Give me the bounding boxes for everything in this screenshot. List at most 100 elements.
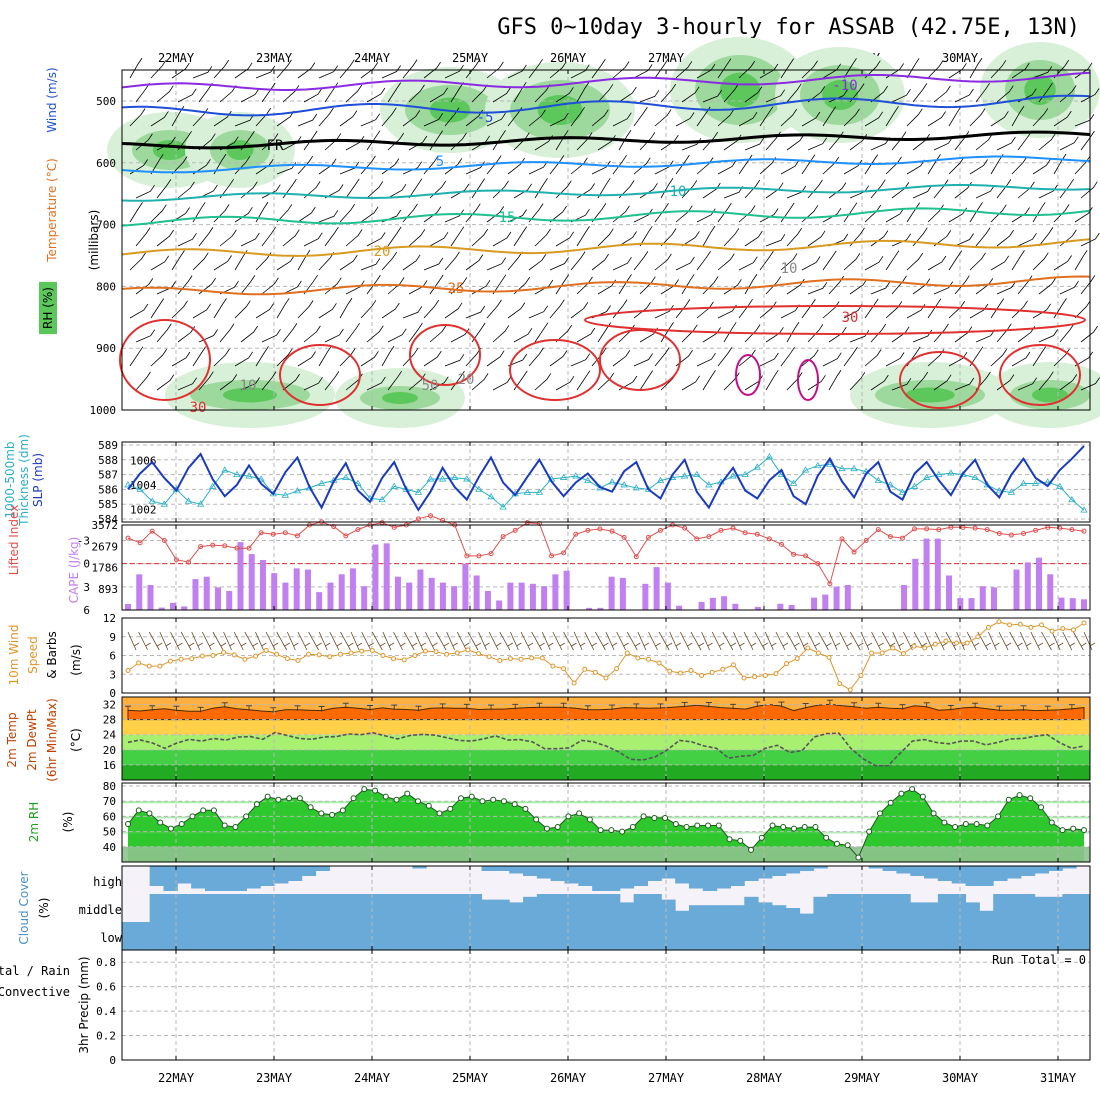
wind-barb bbox=[702, 370, 716, 391]
wind-barb bbox=[744, 273, 758, 295]
lifted-index-point bbox=[355, 527, 361, 533]
wind-axis-label: (m/s) bbox=[69, 644, 83, 675]
cape-bar bbox=[181, 606, 188, 610]
rh-tick-label: 60 bbox=[103, 810, 116, 823]
wind-barb bbox=[361, 631, 374, 651]
wind-barb bbox=[534, 322, 549, 343]
wind-barb bbox=[129, 346, 144, 367]
wind-speed-point bbox=[231, 652, 237, 658]
wind-barb bbox=[744, 324, 761, 343]
high-cloud-bar bbox=[924, 866, 939, 879]
wind-barb bbox=[822, 352, 842, 367]
wind-barb bbox=[849, 278, 868, 295]
thickness-point bbox=[124, 481, 132, 488]
rh-shading-high bbox=[1032, 387, 1068, 403]
cape-bar bbox=[811, 597, 818, 610]
precip-tick-label: 0 bbox=[109, 1054, 116, 1067]
wind-barb bbox=[234, 300, 251, 319]
thickness-slp-panel: 5895885875865855841006100410021000-500mb… bbox=[3, 434, 1090, 527]
thickness-tick-label: 589 bbox=[98, 439, 118, 452]
wind-barb bbox=[969, 57, 983, 79]
wind-barb bbox=[912, 185, 932, 199]
cape-tick-label: 3572 bbox=[92, 519, 119, 532]
middle-cloud-bar bbox=[1062, 894, 1077, 922]
wind-barb bbox=[1059, 229, 1077, 247]
wind-barb bbox=[801, 205, 819, 223]
middle-cloud-bar bbox=[1048, 896, 1063, 922]
low-cloud-bar bbox=[495, 922, 510, 950]
precipitation-panel: 0.8 0.6 0.4 0.2 0 Run Total = 0 Total / Rain Co… bbox=[0, 950, 1090, 1067]
wind-barb bbox=[660, 322, 674, 343]
wind-barb bbox=[129, 108, 146, 127]
temp-contour-30 bbox=[899, 351, 981, 409]
wind-barb bbox=[478, 631, 490, 651]
middle-cloud-bar bbox=[578, 894, 593, 922]
top-date-label: 30MAY bbox=[942, 51, 979, 65]
wind-barb bbox=[387, 82, 402, 103]
cape-bar bbox=[406, 582, 413, 610]
wind-barb bbox=[681, 231, 700, 247]
wind-barb bbox=[870, 85, 888, 103]
cape-bar bbox=[934, 538, 941, 610]
wind-barb bbox=[213, 348, 230, 367]
temperature-minmax-bar bbox=[609, 704, 616, 711]
wind-barb bbox=[948, 351, 968, 367]
wind-barb bbox=[759, 106, 774, 127]
middle-cloud-bar bbox=[661, 899, 676, 922]
high-cloud-bar bbox=[744, 866, 759, 881]
wind-barb bbox=[807, 324, 824, 343]
rh-point bbox=[608, 827, 615, 834]
wind-barb bbox=[696, 301, 714, 319]
wind-barb bbox=[340, 631, 354, 651]
thickness-point bbox=[644, 485, 653, 492]
rh-point bbox=[339, 807, 346, 814]
rh-point bbox=[984, 822, 991, 829]
wind-barb bbox=[744, 179, 761, 199]
wind-barb bbox=[723, 279, 742, 295]
wind-barb bbox=[148, 631, 163, 651]
wind-barb bbox=[1038, 184, 1058, 199]
temperature-minmax-bar bbox=[923, 702, 930, 708]
wind-barb bbox=[507, 353, 528, 367]
cape-bar bbox=[541, 586, 548, 610]
wind-barb bbox=[408, 178, 423, 199]
wind-barb bbox=[912, 133, 930, 151]
thickness-point bbox=[801, 466, 810, 473]
wind-speed-point bbox=[709, 669, 715, 675]
wind-barb bbox=[1032, 159, 1051, 175]
wind-barb bbox=[1032, 66, 1053, 79]
wind-barb bbox=[885, 106, 899, 127]
thickness-point bbox=[983, 481, 991, 488]
wind-barb bbox=[633, 106, 648, 127]
wind-barb bbox=[450, 183, 470, 199]
temperature-tick-label: 24 bbox=[103, 729, 117, 742]
cape-bar bbox=[147, 585, 154, 610]
low-cloud-bar bbox=[232, 922, 247, 950]
rh-point bbox=[1005, 796, 1012, 803]
wind-speed-point bbox=[401, 657, 407, 663]
wind-barb bbox=[345, 178, 360, 199]
wind-barb bbox=[513, 82, 527, 103]
wind-speed-point bbox=[263, 648, 269, 653]
wind-barb bbox=[213, 110, 232, 127]
low-cloud-bar bbox=[882, 922, 897, 950]
wind-speed-point bbox=[529, 655, 535, 661]
high-cloud-bar bbox=[163, 866, 178, 891]
wind-barb bbox=[843, 58, 857, 79]
wind-speed-point bbox=[412, 653, 418, 658]
cape-bar bbox=[676, 605, 683, 610]
temp-contour-30 bbox=[509, 339, 601, 401]
middle-cloud-bar bbox=[343, 894, 358, 922]
temperature-minmax-bar bbox=[318, 706, 325, 712]
cape-axis-label: CAPE (J/kg) bbox=[67, 537, 81, 604]
cape-tick-label: 2679 bbox=[92, 540, 119, 553]
wind-barb bbox=[765, 276, 782, 295]
wind-speed-point bbox=[699, 673, 705, 678]
thickness-point bbox=[971, 473, 979, 480]
wind-barb bbox=[513, 327, 533, 343]
wind-barb bbox=[192, 108, 209, 127]
high-cloud-bar bbox=[730, 866, 745, 886]
wind-barb bbox=[807, 230, 826, 247]
wind-barb bbox=[255, 65, 276, 79]
